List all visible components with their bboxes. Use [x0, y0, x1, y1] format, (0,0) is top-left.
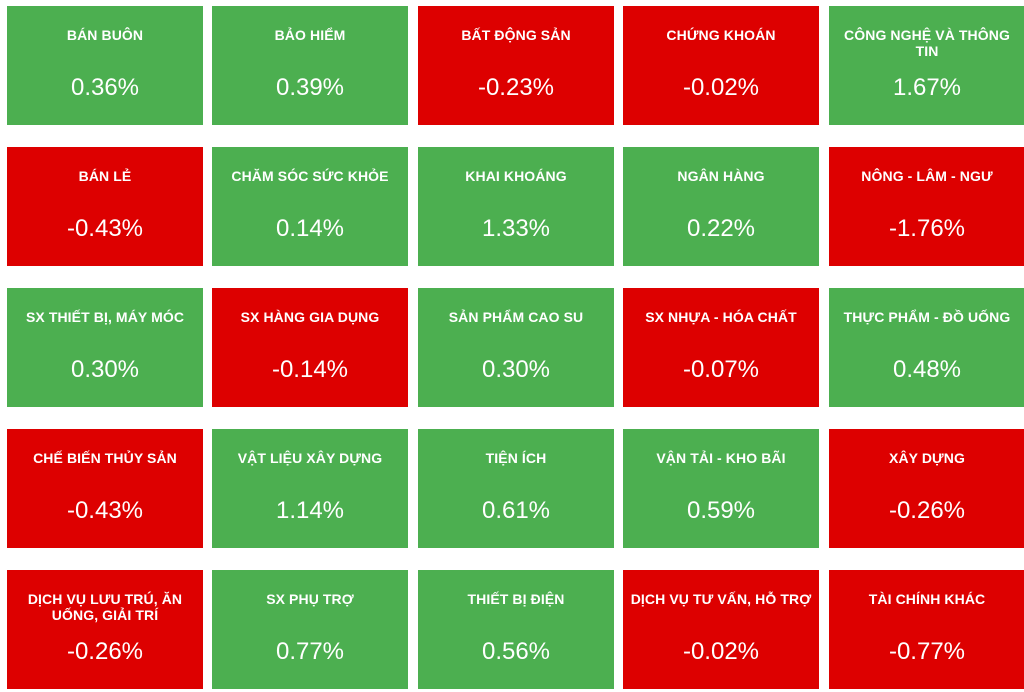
sector-name: TIỆN ÍCH [485, 450, 547, 466]
sector-tile[interactable]: NÔNG - LÂM - NGƯ -1.76% [829, 147, 1024, 266]
sector-change-percent: -0.43% [66, 215, 144, 242]
sector-tile[interactable]: TÀI CHÍNH KHÁC -0.77% [829, 570, 1024, 689]
sector-name: CHẾ BIẾN THỦY SẢN [33, 450, 177, 466]
sector-change-percent: -0.43% [66, 497, 144, 524]
sector-change-percent: 0.30% [70, 356, 140, 383]
sector-tile[interactable]: VẬN TẢI - KHO BÃI 0.59% [623, 429, 819, 548]
sector-change-percent: -0.02% [682, 74, 760, 101]
sector-name: NGÂN HÀNG [677, 168, 765, 184]
sector-tile[interactable]: BẢO HIỂM 0.39% [212, 6, 408, 125]
sector-change-percent: 0.48% [892, 356, 962, 383]
sector-tile[interactable]: SX NHỰA - HÓA CHẤT -0.07% [623, 288, 819, 407]
sector-tile[interactable]: BÁN LẺ -0.43% [7, 147, 203, 266]
sector-name: BÁN BUÔN [66, 27, 144, 43]
sector-tile[interactable]: NGÂN HÀNG 0.22% [623, 147, 819, 266]
sector-tile[interactable]: SX THIẾT BỊ, MÁY MÓC 0.30% [7, 288, 203, 407]
sector-name: SX THIẾT BỊ, MÁY MÓC [25, 309, 185, 325]
sector-name: CHĂM SÓC SỨC KHỎE [231, 168, 389, 184]
sector-tile[interactable]: DỊCH VỤ LƯU TRÚ, ĂN UỐNG, GIẢI TRÍ -0.26% [7, 570, 203, 689]
sector-change-percent: -0.02% [682, 638, 760, 665]
sector-tile[interactable]: THIẾT BỊ ĐIỆN 0.56% [418, 570, 614, 689]
sector-change-percent: 0.14% [275, 215, 345, 242]
sector-tile[interactable]: XÂY DỰNG -0.26% [829, 429, 1024, 548]
sector-name: NÔNG - LÂM - NGƯ [861, 168, 993, 184]
sector-name: SX PHỤ TRỢ [266, 591, 354, 607]
sector-tile[interactable]: SẢN PHẨM CAO SU 0.30% [418, 288, 614, 407]
sector-name: DỊCH VỤ TƯ VẤN, HỖ TRỢ [630, 591, 812, 607]
sector-change-percent: -0.23% [477, 74, 555, 101]
sector-tile[interactable]: VẬT LIỆU XÂY DỰNG 1.14% [212, 429, 408, 548]
sector-name: SẢN PHẨM CAO SU [448, 309, 584, 325]
sector-change-percent: -0.77% [888, 638, 966, 665]
sector-change-percent: -1.76% [888, 215, 966, 242]
sector-tile[interactable]: CÔNG NGHỆ VÀ THÔNG TIN 1.67% [829, 6, 1024, 125]
sector-change-percent: 0.77% [275, 638, 345, 665]
sector-tile[interactable]: DỊCH VỤ TƯ VẤN, HỖ TRỢ -0.02% [623, 570, 819, 689]
sector-change-percent: -0.07% [682, 356, 760, 383]
sector-name: SX NHỰA - HÓA CHẤT [645, 309, 797, 325]
sector-change-percent: -0.14% [271, 356, 349, 383]
sector-tile[interactable]: BẤT ĐỘNG SẢN -0.23% [418, 6, 614, 125]
sector-name: BÁN LẺ [78, 168, 132, 184]
sector-change-percent: 0.61% [481, 497, 551, 524]
sector-change-percent: 1.14% [275, 497, 345, 524]
sector-tile[interactable]: TIỆN ÍCH 0.61% [418, 429, 614, 548]
sector-tile[interactable]: CHĂM SÓC SỨC KHỎE 0.14% [212, 147, 408, 266]
sector-name: VẬT LIỆU XÂY DỰNG [237, 450, 383, 466]
sector-name: XÂY DỰNG [889, 450, 965, 466]
sector-change-percent: 1.67% [892, 74, 962, 101]
sector-tile[interactable]: SX HÀNG GIA DỤNG -0.14% [212, 288, 408, 407]
sector-name: DỊCH VỤ LƯU TRÚ, ĂN UỐNG, GIẢI TRÍ [27, 591, 183, 623]
sector-tile[interactable]: THỰC PHẨM - ĐỒ UỐNG 0.48% [829, 288, 1024, 407]
sector-change-percent: 0.36% [70, 74, 140, 101]
sector-name: CHỨNG KHOÁN [666, 27, 776, 43]
sector-tile[interactable]: BÁN BUÔN 0.36% [7, 6, 203, 125]
sector-name: TÀI CHÍNH KHÁC [868, 591, 986, 607]
sector-name: KHAI KHOÁNG [465, 168, 567, 184]
sector-change-percent: 0.59% [686, 497, 756, 524]
sector-name: VẬN TẢI - KHO BÃI [656, 450, 786, 466]
sector-change-percent: 0.30% [481, 356, 551, 383]
sector-change-percent: 0.39% [275, 74, 345, 101]
sector-change-percent: 0.22% [686, 215, 756, 242]
sector-name: THỰC PHẨM - ĐỒ UỐNG [843, 309, 1011, 325]
sector-tile[interactable]: SX PHỤ TRỢ 0.77% [212, 570, 408, 689]
sector-name: SX HÀNG GIA DỤNG [240, 309, 380, 325]
sector-tile[interactable]: CHẾ BIẾN THỦY SẢN -0.43% [7, 429, 203, 548]
sector-name: CÔNG NGHỆ VÀ THÔNG TIN [844, 27, 1010, 59]
sector-change-percent: -0.26% [66, 638, 144, 665]
sector-name: BẢO HIỂM [274, 27, 346, 43]
sector-name: THIẾT BỊ ĐIỆN [467, 591, 565, 607]
sector-change-percent: 1.33% [481, 215, 551, 242]
sector-change-percent: 0.56% [481, 638, 551, 665]
sector-tile[interactable]: CHỨNG KHOÁN -0.02% [623, 6, 819, 125]
sector-name: BẤT ĐỘNG SẢN [461, 27, 571, 43]
sector-tile[interactable]: KHAI KHOÁNG 1.33% [418, 147, 614, 266]
sector-change-percent: -0.26% [888, 497, 966, 524]
